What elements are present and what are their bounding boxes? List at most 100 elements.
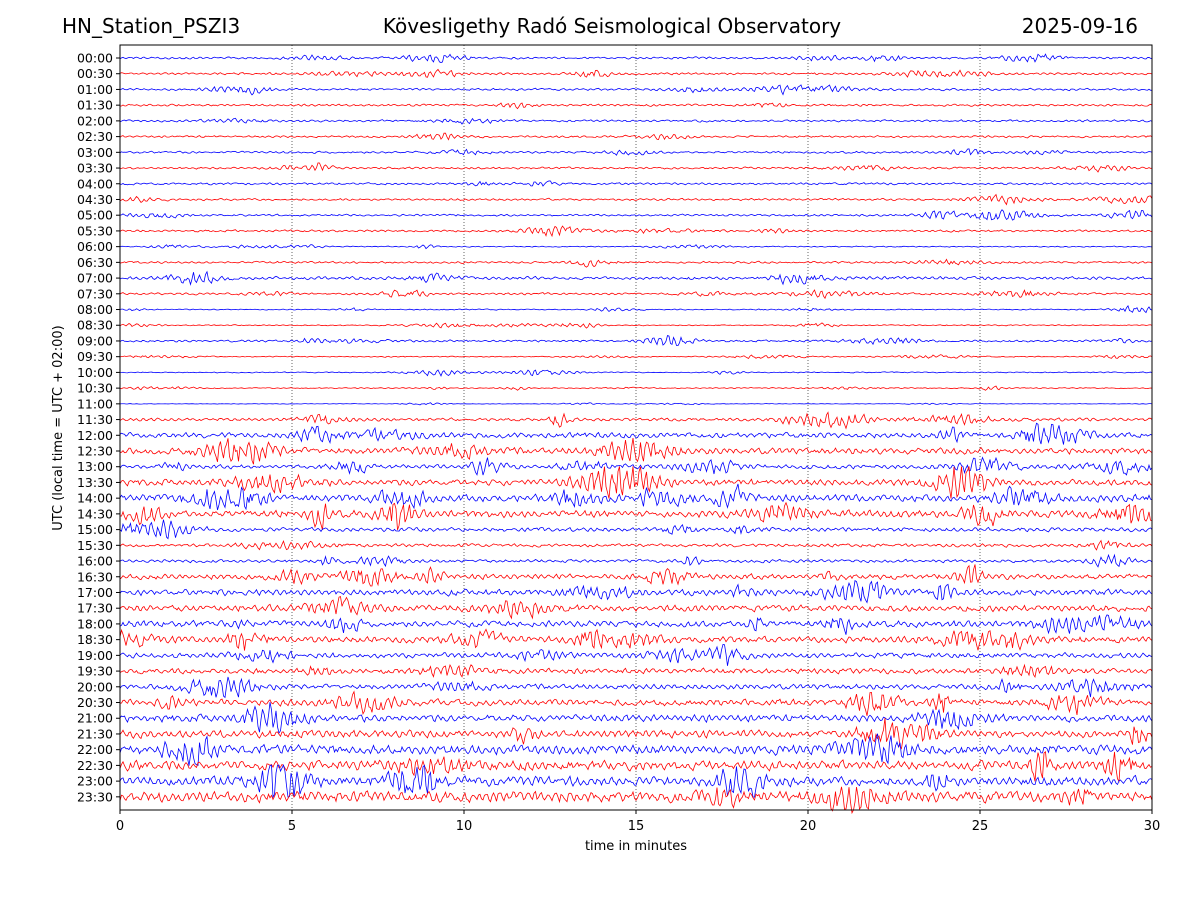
trace-0900 (119, 335, 1153, 347)
trace-1430 (119, 501, 1153, 531)
trace-1300 (119, 456, 1153, 476)
trace-2030 (119, 690, 1153, 716)
trace-1130 (119, 411, 1153, 430)
trace-1400 (119, 483, 1153, 511)
trace-1200 (119, 422, 1153, 445)
y-tick-label: 17:00 (77, 585, 113, 600)
trace-0100 (119, 84, 1153, 96)
trace-0400 (119, 180, 1153, 187)
y-tick-label: 19:00 (77, 648, 113, 663)
trace-0200 (119, 117, 1153, 125)
trace-0730 (119, 289, 1153, 300)
trace-1100 (119, 402, 1153, 406)
y-tick-label: 20:00 (77, 679, 113, 694)
seismic-traces (119, 53, 1153, 815)
y-tick-label: 19:30 (77, 664, 113, 679)
x-tick-label: 25 (972, 819, 989, 834)
y-tick-label: 13:30 (77, 475, 113, 490)
trace-0430 (119, 193, 1153, 206)
y-tick-label: 09:00 (77, 333, 113, 348)
y-tick-label: 13:00 (77, 459, 113, 474)
y-tick-label: 03:00 (77, 145, 113, 160)
y-tick-label: 04:30 (77, 192, 113, 207)
trace-2000 (119, 676, 1153, 699)
trace-2230 (119, 751, 1153, 783)
trace-0600 (119, 244, 1153, 250)
y-tick-label: 17:30 (77, 601, 113, 616)
y-tick-label: 02:00 (77, 113, 113, 128)
y-tick-label: 03:30 (77, 161, 113, 176)
trace-0300 (119, 148, 1153, 156)
trace-2200 (119, 733, 1153, 766)
trace-0630 (119, 258, 1153, 268)
trace-1500 (119, 519, 1153, 540)
y-tick-label: 09:30 (77, 349, 113, 364)
y-tick-label: 11:30 (77, 412, 113, 427)
x-tick-label: 0 (116, 819, 124, 834)
trace-1730 (119, 595, 1153, 620)
trace-0230 (119, 132, 1153, 141)
y-tick-label: 07:30 (77, 286, 113, 301)
trace-1800 (119, 614, 1153, 635)
y-tick-label: 11:00 (77, 396, 113, 411)
y-tick-label: 18:30 (77, 632, 113, 647)
trace-1000 (119, 369, 1153, 377)
trace-1830 (119, 628, 1153, 651)
trace-2300 (119, 763, 1153, 799)
y-tick-label: 01:30 (77, 98, 113, 113)
chart-date: 2025-09-16 (1021, 14, 1138, 38)
y-axis: 00:0000:3001:0001:3002:0002:3003:0003:30… (77, 51, 120, 804)
y-tick-label: 21:00 (77, 711, 113, 726)
trace-1700 (119, 580, 1153, 604)
trace-0130 (119, 102, 1153, 110)
trace-0700 (119, 270, 1153, 286)
trace-0830 (119, 322, 1153, 329)
y-axis-label: UTC (local time = UTC + 02:00) (51, 325, 66, 530)
y-tick-label: 18:00 (77, 616, 113, 631)
y-tick-label: 15:00 (77, 522, 113, 537)
y-tick-label: 21:30 (77, 726, 113, 741)
trace-0000 (119, 53, 1153, 63)
y-tick-label: 00:00 (77, 51, 113, 66)
x-tick-label: 30 (1144, 819, 1161, 834)
y-tick-label: 00:30 (77, 66, 113, 81)
y-tick-label: 22:00 (77, 742, 113, 757)
y-tick-label: 14:30 (77, 506, 113, 521)
trace-1030 (119, 385, 1153, 391)
y-tick-label: 14:00 (77, 491, 113, 506)
y-tick-label: 05:00 (77, 208, 113, 223)
trace-0030 (119, 68, 1153, 78)
x-axis-label: time in minutes (585, 839, 687, 854)
y-tick-label: 07:00 (77, 271, 113, 286)
x-axis: 0 5 10 15 20 25 30 (116, 810, 1160, 834)
y-tick-label: 08:00 (77, 302, 113, 317)
trace-1230 (119, 438, 1153, 465)
x-tick-label: 20 (800, 819, 817, 834)
trace-1530 (119, 539, 1153, 551)
y-tick-label: 16:00 (77, 554, 113, 569)
y-tick-label: 08:30 (77, 318, 113, 333)
y-tick-label: 04:00 (77, 176, 113, 191)
y-tick-label: 10:30 (77, 381, 113, 396)
y-tick-label: 22:30 (77, 758, 113, 773)
y-tick-label: 16:30 (77, 569, 113, 584)
station-name: HN_Station_PSZI3 (62, 14, 241, 38)
trace-1330 (119, 466, 1153, 499)
y-tick-label: 06:30 (77, 255, 113, 270)
chart-title: Kövesligethy Radó Seismological Observat… (382, 14, 842, 38)
trace-2330 (119, 786, 1153, 815)
y-tick-label: 02:30 (77, 129, 113, 144)
x-tick-label: 5 (288, 819, 296, 834)
trace-2130 (119, 717, 1153, 750)
x-tick-label: 10 (456, 819, 473, 834)
trace-2100 (119, 702, 1153, 735)
y-tick-label: 05:30 (77, 223, 113, 238)
y-tick-label: 01:00 (77, 82, 113, 97)
trace-0530 (119, 225, 1153, 238)
trace-0930 (119, 354, 1153, 359)
y-tick-label: 06:00 (77, 239, 113, 254)
trace-1600 (119, 553, 1153, 568)
trace-0330 (119, 162, 1153, 173)
trace-1630 (119, 564, 1153, 587)
